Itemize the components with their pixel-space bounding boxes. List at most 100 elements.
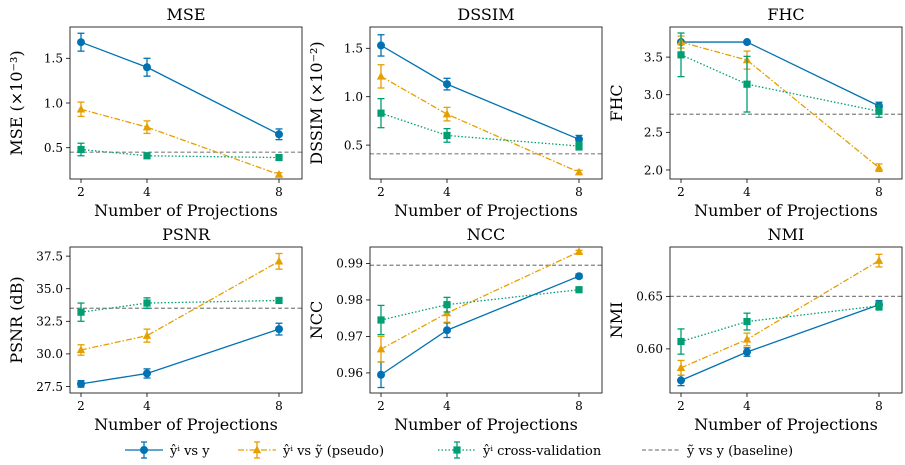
chart-title: NCC xyxy=(467,225,505,244)
series-line xyxy=(380,289,580,321)
data-point xyxy=(875,107,883,115)
axes-frame xyxy=(669,246,903,394)
data-point xyxy=(142,331,152,339)
x-axis-label: Number of Projections xyxy=(94,415,278,434)
legend-item: ŷⁱ cross-validation xyxy=(438,441,602,459)
x-tick-label: 8 xyxy=(875,185,883,199)
data-point xyxy=(874,163,884,171)
y-axis-label: NCC xyxy=(307,301,326,339)
data-point xyxy=(575,135,583,144)
x-tick-label: 2 xyxy=(677,399,685,413)
data-point xyxy=(443,301,451,309)
series-line xyxy=(680,304,880,381)
data-point xyxy=(377,109,385,117)
data-point xyxy=(574,167,584,176)
y-tick-label: 0.96 xyxy=(336,366,363,380)
y-tick-label: 1.5 xyxy=(344,42,363,56)
y-tick-label: 32.5 xyxy=(36,315,63,329)
series-line xyxy=(380,44,580,140)
x-tick-label: 2 xyxy=(77,399,85,413)
x-tick-label: 2 xyxy=(677,185,685,199)
x-tick-label: 2 xyxy=(377,185,385,199)
data-point xyxy=(143,369,151,378)
y-tick-label: 3.0 xyxy=(644,88,663,102)
x-tick-label: 2 xyxy=(77,185,85,199)
series-line xyxy=(80,328,280,385)
legend-item: ŷⁱ vs y xyxy=(125,441,210,459)
data-point xyxy=(743,38,751,47)
x-tick-label: 4 xyxy=(743,185,751,199)
series-pseudo xyxy=(76,252,284,356)
y-tick-label: 35.0 xyxy=(36,282,63,296)
data-point xyxy=(275,130,283,139)
x-tick-label: 8 xyxy=(275,399,283,413)
y-tick-label: 3.5 xyxy=(644,50,663,64)
data-point xyxy=(77,145,85,154)
data-point xyxy=(742,334,752,343)
series-line xyxy=(80,260,280,351)
series-line xyxy=(80,108,280,176)
chart-title: PSNR xyxy=(162,225,211,244)
data-point xyxy=(76,345,86,354)
series-line xyxy=(380,112,580,147)
series-crossval xyxy=(677,300,883,355)
axes-frame xyxy=(369,26,603,180)
legend-marker xyxy=(140,446,148,454)
y-axis-label: FHC xyxy=(607,84,626,121)
series-line xyxy=(680,41,880,169)
y-tick-label: 0.5 xyxy=(344,138,363,152)
legend-item: ŷⁱ vs ỹ (pseudo) xyxy=(238,441,384,459)
y-tick-label: 0.65 xyxy=(636,290,663,304)
series-target xyxy=(77,322,283,388)
data-point xyxy=(143,299,151,307)
y-tick-label: 0.99 xyxy=(336,257,363,271)
data-point xyxy=(77,38,85,47)
data-point xyxy=(76,104,86,113)
series-pseudo xyxy=(376,64,584,176)
data-point xyxy=(677,51,685,59)
y-tick-label: 30.0 xyxy=(36,347,63,361)
series-target xyxy=(377,34,583,144)
series-crossval xyxy=(677,32,883,118)
series-pseudo xyxy=(676,35,884,173)
legend-marker xyxy=(453,446,461,454)
x-tick-label: 2 xyxy=(377,399,385,413)
series-crossval xyxy=(377,286,583,336)
data-point xyxy=(677,337,685,346)
data-point xyxy=(377,370,385,379)
x-axis-label: Number of Projections xyxy=(694,415,878,434)
y-tick-label: 2.5 xyxy=(644,126,663,140)
x-axis-label: Number of Projections xyxy=(694,201,878,220)
series-target xyxy=(77,32,283,141)
series-line xyxy=(680,260,880,369)
data-point xyxy=(875,302,883,310)
x-tick-label: 8 xyxy=(875,399,883,413)
data-point xyxy=(575,286,583,294)
series-crossval xyxy=(377,97,583,151)
x-tick-label: 4 xyxy=(143,185,151,199)
series-line xyxy=(680,54,880,112)
y-axis-label: MSE (×10⁻³) xyxy=(7,50,26,155)
data-point xyxy=(376,344,386,353)
data-point xyxy=(275,325,283,334)
data-point xyxy=(377,41,385,50)
data-point xyxy=(443,326,451,335)
data-point xyxy=(575,142,583,150)
legend-label: ŷⁱ cross-validation xyxy=(482,444,602,459)
chart-title: NMI xyxy=(768,225,805,244)
x-axis-label: Number of Projections xyxy=(394,415,578,434)
data-point xyxy=(77,379,85,388)
legend-label: ŷⁱ vs y xyxy=(169,444,210,459)
data-point xyxy=(275,296,283,305)
x-tick-label: 4 xyxy=(443,399,451,413)
series-line xyxy=(380,251,580,350)
series-line xyxy=(80,148,280,159)
data-point xyxy=(574,247,584,255)
data-point xyxy=(443,131,451,140)
data-point xyxy=(142,122,152,131)
chart-title: MSE xyxy=(166,5,205,24)
series-target xyxy=(377,272,583,389)
x-tick-label: 8 xyxy=(575,399,583,413)
y-tick-label: 0.97 xyxy=(336,330,363,344)
